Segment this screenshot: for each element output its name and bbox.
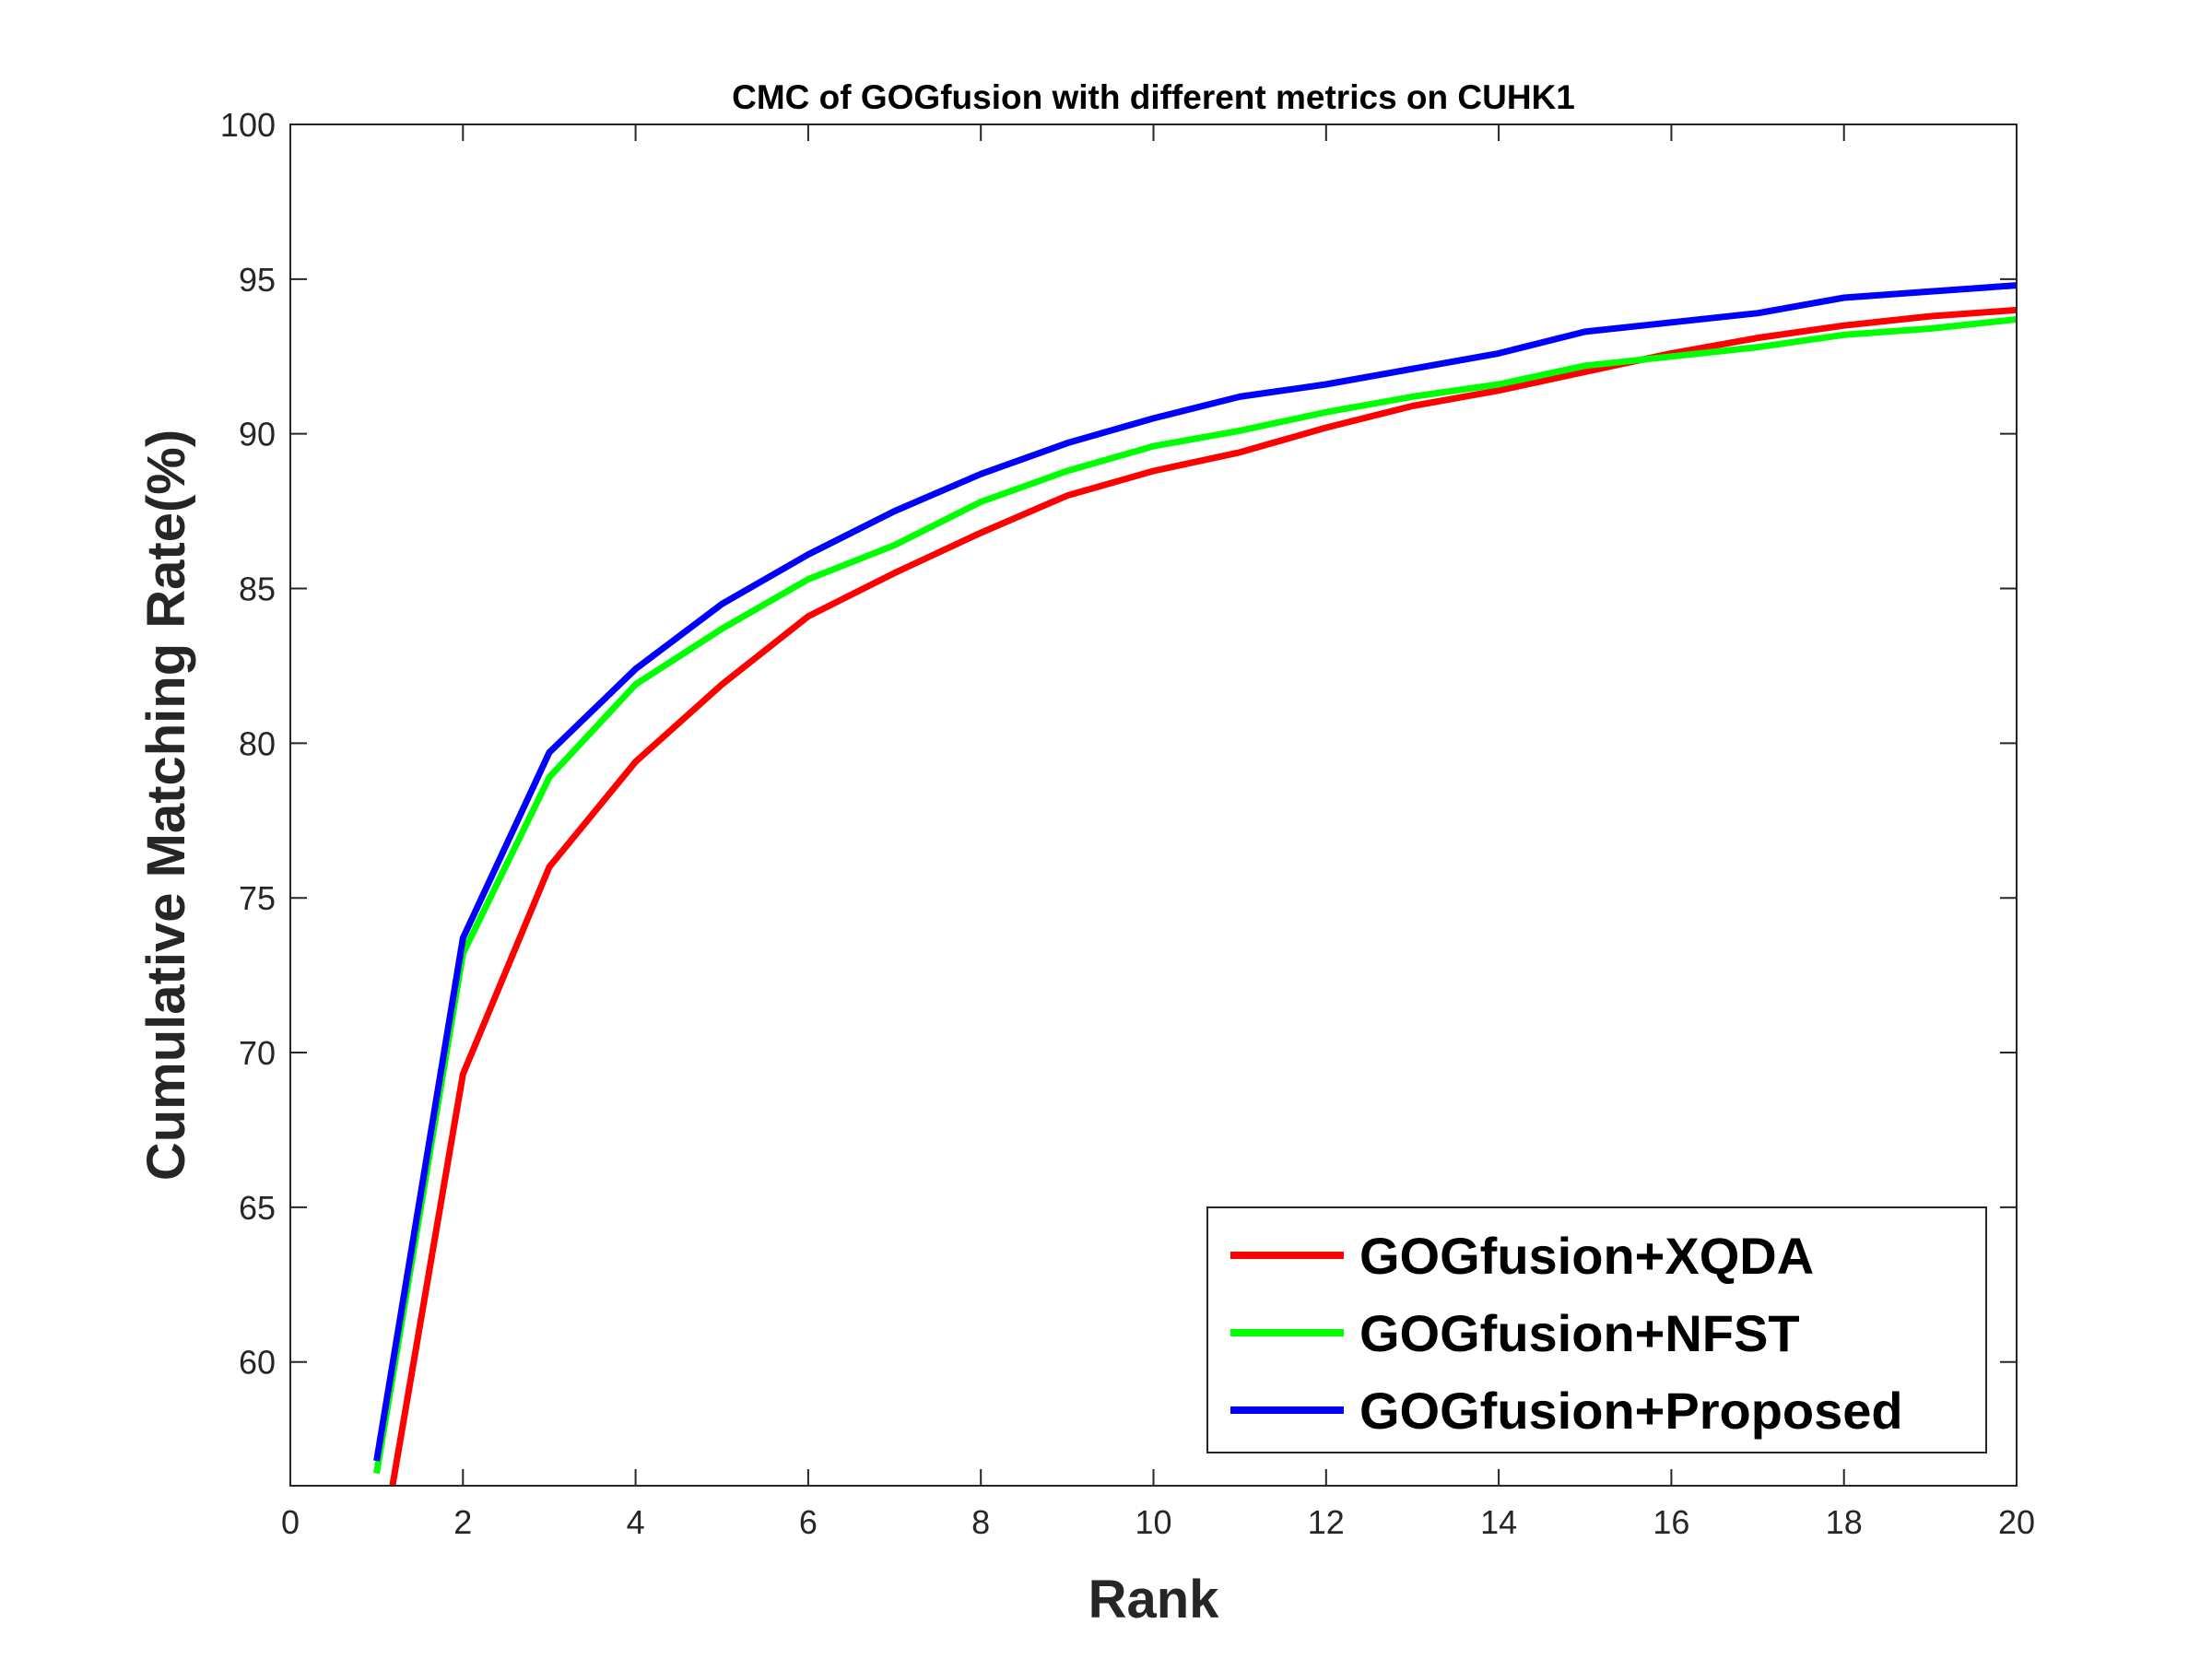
legend-entry: GOGfusion+Proposed: [1230, 1382, 1903, 1440]
y-tick-label: 100: [220, 106, 276, 144]
y-tick-label: 60: [239, 1344, 276, 1382]
x-tick-label: 2: [453, 1503, 472, 1541]
x-tick-label: 10: [1135, 1503, 1171, 1541]
x-tick-label: 18: [1826, 1503, 1863, 1541]
legend-label: GOGfusion+NFST: [1359, 1304, 1800, 1362]
y-tick-label: 75: [239, 879, 276, 917]
y-axis-label: Cumulative Matching Rate(%): [136, 429, 196, 1181]
chart-title: CMC of GOGfusion with different metrics …: [732, 78, 1575, 116]
y-tick-label: 65: [239, 1189, 276, 1227]
x-axis-label: Rank: [1088, 1570, 1220, 1630]
y-tick-label: 90: [239, 416, 276, 453]
x-tick-label: 4: [627, 1503, 645, 1541]
axes-frame: [289, 124, 2018, 1487]
x-tick-label: 8: [971, 1503, 990, 1541]
y-tick-label: 80: [239, 724, 276, 762]
x-tick-label: 0: [281, 1503, 300, 1541]
legend: GOGfusion+XQDA GOGfusion+NFST GOGfusion+Pr…: [1206, 1206, 1987, 1453]
ticks-layer: 0 2 4 6 8 10 12 14 16 18 20 60 65 70 75 80 85 90 95 100: [220, 106, 2035, 1541]
x-tick-label: 14: [1480, 1503, 1517, 1541]
series-layer: [373, 282, 2017, 1486]
series-line-2: [373, 316, 2017, 1475]
x-tick-label: 16: [1653, 1503, 1689, 1541]
legend-entries: GOGfusion+XQDA GOGfusion+NFST GOGfusion+Pr…: [1230, 1227, 1903, 1440]
legend-entry: GOGfusion+XQDA: [1230, 1227, 1814, 1285]
y-tick-label: 85: [239, 571, 276, 608]
x-tick-label: 6: [799, 1503, 818, 1541]
legend-entry: GOGfusion+NFST: [1230, 1304, 1800, 1362]
y-tick-label: 95: [239, 261, 276, 299]
series-line-3: [373, 282, 2017, 1462]
series-line-1: [389, 306, 2017, 1486]
legend-label: GOGfusion+XQDA: [1359, 1227, 1814, 1285]
x-tick-label: 12: [1308, 1503, 1345, 1541]
x-tick-label: 20: [1998, 1503, 2035, 1541]
y-tick-label: 70: [239, 1034, 276, 1072]
legend-label: GOGfusion+Proposed: [1359, 1382, 1903, 1440]
